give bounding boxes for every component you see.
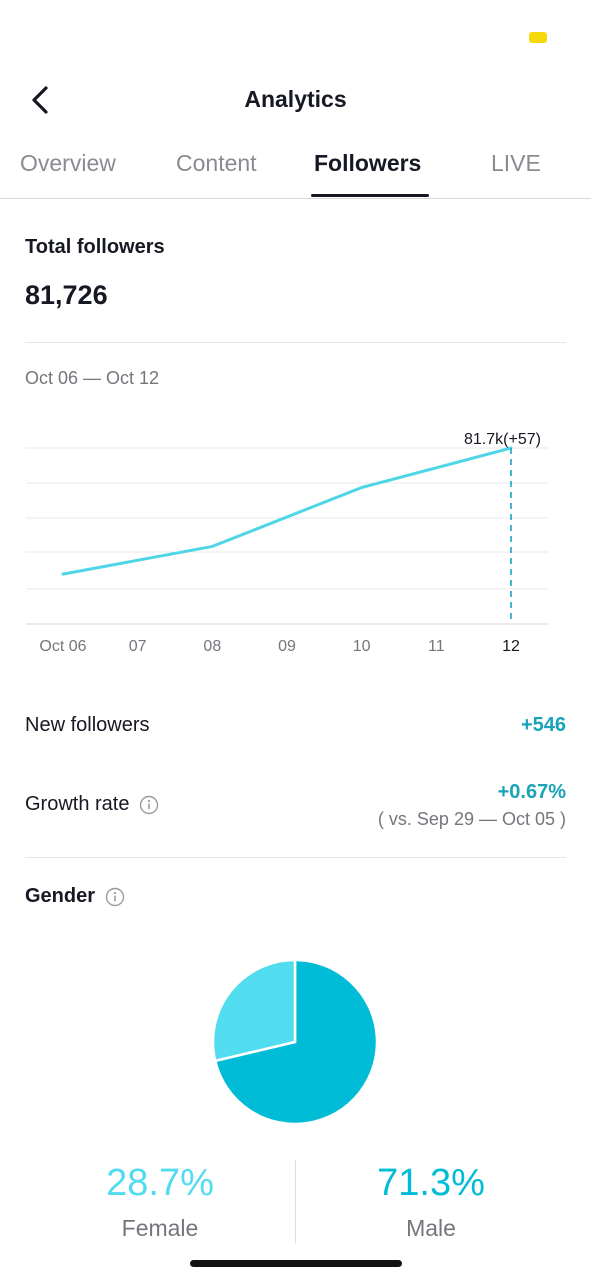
page-title: Analytics [244, 86, 347, 112]
info-icon[interactable] [105, 887, 125, 907]
female-percent: 28.7% [106, 1162, 214, 1204]
new-followers-row: New followers [25, 714, 149, 737]
divider [25, 342, 566, 343]
tab-content[interactable]: Content [176, 150, 257, 176]
pie-slice-female [211, 958, 297, 1063]
followers-chart: 81.7k(+57) Oct 06 07 08 09 10 11 12 [0, 420, 591, 670]
growth-rate-label: Growth rate [25, 793, 130, 815]
info-icon[interactable] [139, 795, 159, 815]
x-tick-label: 11 [428, 638, 445, 655]
tab-live[interactable]: LIVE [491, 150, 541, 176]
x-tick-label: 12 [502, 638, 520, 655]
gender-pie [211, 958, 379, 1126]
total-followers-value: 81,726 [25, 280, 108, 310]
date-range: Oct 06 — Oct 12 [25, 368, 160, 388]
new-followers-value: +546 [520, 714, 566, 736]
growth-rate-value: +0.67% [497, 781, 566, 803]
x-tick-label: 07 [129, 638, 147, 655]
data-label-annotation: 81.7k(+57) [464, 431, 541, 448]
stat-separator [295, 1160, 296, 1244]
back-button[interactable] [22, 82, 58, 118]
male-label: Male [406, 1215, 456, 1241]
chevron-left-icon [32, 86, 48, 114]
x-tick-label: 08 [203, 638, 221, 655]
growth-rate-comparison: ( vs. Sep 29 — Oct 05 ) [377, 809, 566, 829]
female-stat: 28.7% Female [25, 1162, 295, 1242]
gender-pie-chart [211, 958, 379, 1126]
gender-row: Gender [25, 885, 125, 908]
status-indicator [529, 32, 547, 43]
new-followers-label: New followers [25, 714, 150, 736]
x-tick-label: 09 [278, 638, 296, 655]
female-label: Female [121, 1215, 199, 1241]
followers-line-chart: 81.7k(+57) Oct 06 07 08 09 10 11 12 [26, 431, 549, 655]
tab-bar: Overview Content Followers LIVE [0, 136, 591, 199]
male-stat: 71.3% Male [296, 1162, 566, 1242]
gender-label: Gender [25, 885, 96, 907]
x-tick-label: 10 [353, 638, 371, 655]
total-followers-label: Total followers [25, 236, 165, 258]
divider [25, 857, 566, 858]
tab-overview[interactable]: Overview [20, 150, 116, 176]
tab-followers[interactable]: Followers [314, 150, 422, 176]
home-indicator [190, 1260, 402, 1267]
series-line-followers [61, 446, 513, 576]
header: Analytics [0, 78, 591, 122]
growth-rate-row: Growth rate [25, 793, 159, 816]
male-percent: 71.3% [377, 1162, 485, 1204]
active-tab-indicator [311, 194, 429, 197]
x-tick-label: Oct 06 [39, 638, 86, 655]
